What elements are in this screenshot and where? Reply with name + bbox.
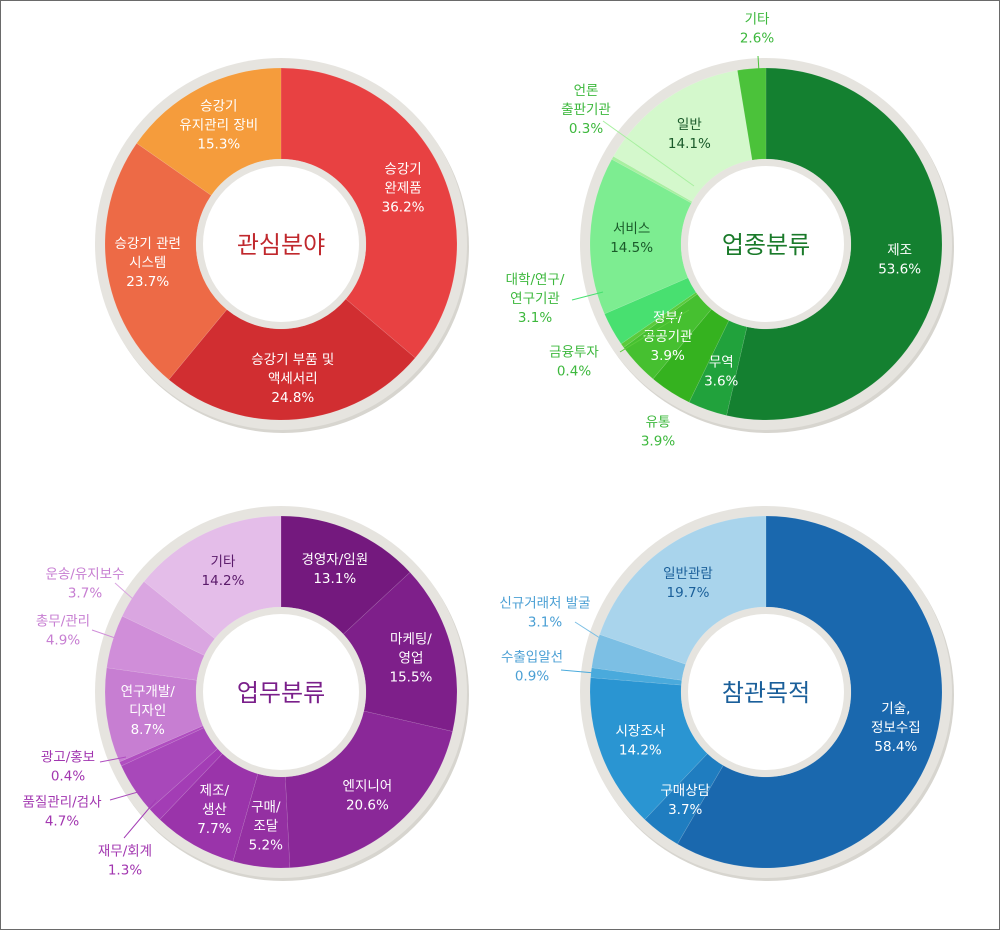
slice-label: 기타 2.6% bbox=[740, 12, 774, 47]
leader-line bbox=[114, 582, 134, 600]
leader-line bbox=[602, 120, 695, 187]
leader-line bbox=[757, 55, 760, 73]
slice-label: 운송/유지보수 3.7% bbox=[45, 567, 124, 602]
slice-label: 승강기 완제품 36.2% bbox=[382, 161, 425, 215]
slice-label: 승강기 부품 및 액세서리 24.8% bbox=[251, 352, 334, 406]
donut-chart-industry: 업종분류 제조 53.6% 무역 3.6% 유통 3.9% 정부/공공기관 3.9% 금융투자 0.… bbox=[506, 12, 954, 450]
donut-slice[interactable] bbox=[280, 515, 411, 635]
donut-hole bbox=[203, 166, 359, 322]
donut-slice[interactable] bbox=[284, 710, 453, 869]
slice-label: 승강기 관련 시스템 23.7% bbox=[115, 236, 181, 290]
leader-line bbox=[99, 756, 127, 763]
leader-line bbox=[109, 789, 146, 801]
slice-label: 엔지니어 20.6% bbox=[343, 779, 393, 814]
donut-chart-interest: 관심분야 승강기 완제품 36.2% 승강기 부품 및 액세서리 24.8% 승강기 관련 시스… bbox=[95, 58, 469, 433]
slice-label: 구매/조달 5.2% bbox=[249, 800, 283, 854]
slice-label: 기타 14.2% bbox=[202, 554, 245, 589]
slice-label: 수출입알선 0.9% bbox=[501, 650, 563, 685]
slice-label: 경영자/임원 13.1% bbox=[301, 552, 368, 587]
donut-hole bbox=[688, 166, 844, 322]
slice-label: 기술, 정보수집 58.4% bbox=[871, 701, 921, 755]
slice-label: 재무/회계 1.3% bbox=[98, 844, 152, 879]
slice-label: 대학/연구/연구기관 3.1% bbox=[506, 272, 565, 326]
slice-label: 서비스 14.5% bbox=[610, 221, 653, 256]
slice-label: 구매상담 3.7% bbox=[660, 783, 710, 818]
donut-center-title: 관심분야 bbox=[237, 231, 325, 259]
slice-label: 연구개발/디자인 8.7% bbox=[121, 684, 176, 738]
slice-label: 신규거래처 발굴 3.1% bbox=[499, 596, 590, 631]
donut-center-title: 참관목적 bbox=[722, 679, 810, 707]
leader-line bbox=[560, 669, 596, 674]
leader-line bbox=[571, 291, 604, 301]
slice-label: 제조 53.6% bbox=[878, 243, 921, 278]
slice-label: 일반관람 19.7% bbox=[663, 566, 713, 601]
slice-label: 언론 출판기관 0.3% bbox=[561, 83, 611, 137]
slice-label: 광고/홍보 0.4% bbox=[41, 750, 95, 785]
slice-label: 승강기 유지관리 장비 15.3% bbox=[179, 99, 258, 153]
slice-label: 유통 3.9% bbox=[641, 415, 675, 450]
leader-line bbox=[91, 629, 122, 641]
slice-label: 정부/공공기관 3.9% bbox=[643, 310, 693, 364]
slice-label: 마케팅/영업 15.5% bbox=[390, 631, 433, 685]
slice-label: 무역 3.6% bbox=[704, 354, 738, 389]
slice-label: 총무/관리 4.9% bbox=[36, 614, 90, 649]
donut-hole bbox=[203, 614, 359, 770]
donut-center-title: 업무분류 bbox=[237, 679, 325, 707]
slice-label: 금융투자 0.4% bbox=[549, 345, 599, 380]
donut-hole bbox=[688, 614, 844, 770]
leader-line bbox=[123, 799, 157, 839]
slice-label: 제조/생산 7.7% bbox=[197, 783, 231, 837]
slice-label: 품질관리/검사 4.7% bbox=[22, 795, 102, 830]
donut-chart-job: 업무분류 경영자/임원 13.1% 마케팅/영업 15.5% 엔지니어 20.6% 구매/조달… bbox=[22, 506, 469, 881]
slice-label: 일반 14.1% bbox=[668, 117, 711, 152]
leader-line bbox=[574, 621, 604, 641]
donut-center-title: 업종분류 bbox=[722, 231, 810, 259]
leader-line bbox=[619, 309, 690, 353]
slice-label: 시장조사 14.2% bbox=[615, 723, 665, 758]
